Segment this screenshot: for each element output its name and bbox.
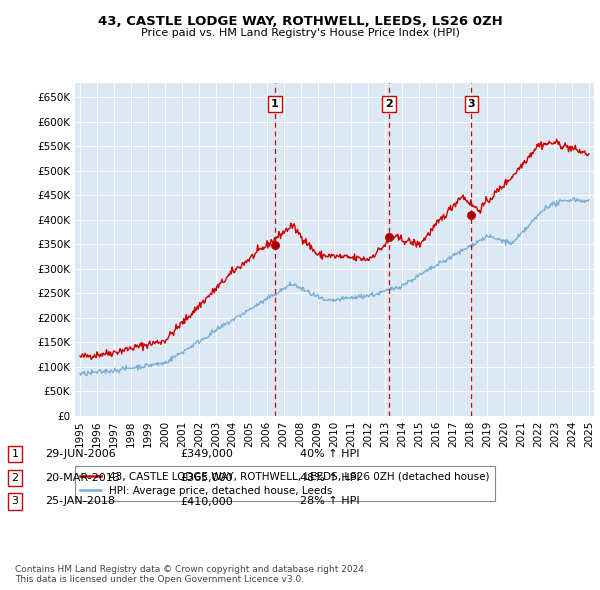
Text: £349,000: £349,000	[180, 450, 233, 459]
Text: 1: 1	[11, 450, 19, 459]
Text: £365,000: £365,000	[180, 473, 233, 483]
Text: 3: 3	[11, 497, 19, 506]
Text: 48% ↑ HPI: 48% ↑ HPI	[300, 473, 359, 483]
Text: 29-JUN-2006: 29-JUN-2006	[45, 450, 116, 459]
Text: 28% ↑ HPI: 28% ↑ HPI	[300, 497, 359, 506]
Text: 25-JAN-2018: 25-JAN-2018	[45, 497, 115, 506]
Legend: 43, CASTLE LODGE WAY, ROTHWELL, LEEDS, LS26 0ZH (detached house), HPI: Average p: 43, CASTLE LODGE WAY, ROTHWELL, LEEDS, L…	[75, 466, 495, 501]
Text: Price paid vs. HM Land Registry's House Price Index (HPI): Price paid vs. HM Land Registry's House …	[140, 28, 460, 38]
Text: 3: 3	[467, 99, 475, 109]
Text: 43, CASTLE LODGE WAY, ROTHWELL, LEEDS, LS26 0ZH: 43, CASTLE LODGE WAY, ROTHWELL, LEEDS, L…	[98, 15, 502, 28]
Text: 20-MAR-2013: 20-MAR-2013	[45, 473, 120, 483]
Text: 40% ↑ HPI: 40% ↑ HPI	[300, 450, 359, 459]
Text: 2: 2	[385, 99, 393, 109]
Text: 1: 1	[271, 99, 279, 109]
Text: £410,000: £410,000	[180, 497, 233, 506]
Text: 2: 2	[11, 473, 19, 483]
Text: Contains HM Land Registry data © Crown copyright and database right 2024.
This d: Contains HM Land Registry data © Crown c…	[15, 565, 367, 584]
